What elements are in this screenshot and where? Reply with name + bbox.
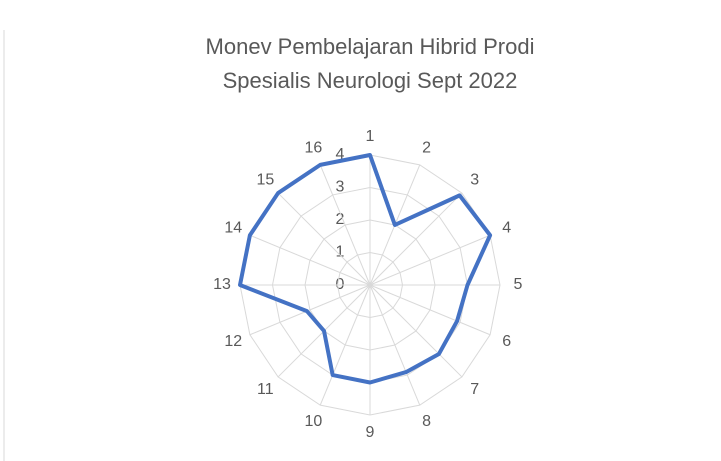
category-label: 15 — [256, 172, 274, 189]
spoke — [369, 234, 491, 286]
spoke — [319, 164, 371, 286]
r-tick-label: 2 — [336, 211, 345, 228]
spoke — [369, 284, 421, 406]
category-label: 6 — [502, 333, 511, 350]
category-label: 10 — [304, 413, 322, 430]
spoke — [369, 192, 463, 286]
r-tick-label: 4 — [336, 146, 345, 163]
spoke — [319, 284, 371, 406]
spoke — [249, 284, 371, 336]
r-tick-label: 3 — [336, 179, 345, 196]
category-label: 14 — [224, 220, 242, 237]
category-label: 5 — [514, 276, 523, 293]
category-label: 1 — [366, 128, 375, 145]
category-label: 3 — [470, 172, 479, 189]
category-label: 11 — [257, 381, 274, 398]
category-label: 13 — [213, 276, 231, 293]
spoke — [369, 284, 491, 336]
category-label: 2 — [422, 139, 431, 156]
category-label: 8 — [422, 413, 431, 430]
category-label: 16 — [304, 139, 322, 156]
chart-title: Monev Pembelajaran Hibrid Prodi Spesiali… — [205, 34, 535, 93]
series-line — [238, 153, 493, 385]
spoke — [277, 192, 371, 286]
category-label: 4 — [502, 220, 511, 237]
spoke — [369, 284, 463, 378]
category-label: 9 — [366, 424, 375, 441]
spoke — [249, 234, 371, 286]
r-tick-label: 1 — [336, 244, 345, 261]
category-label: 7 — [470, 381, 479, 398]
category-label: 12 — [224, 333, 242, 350]
